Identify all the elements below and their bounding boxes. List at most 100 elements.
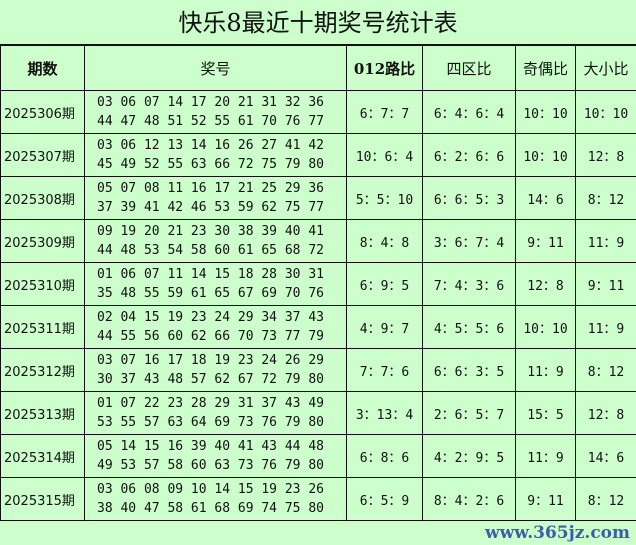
numbers-line-2: 53 55 57 63 64 69 73 76 79 80 [97,413,346,432]
ratio-012-cell: 4：9：7 [347,306,423,349]
header-numbers: 奖号 [85,46,347,91]
period-cell: 2025306期 [1,91,85,134]
zone-ratio-cell: 6：4：6：4 [423,91,516,134]
watermark: www.365jz.com [0,521,636,545]
period-cell: 2025315期 [1,478,85,521]
zone-ratio-cell: 6：2：6：6 [423,134,516,177]
numbers-line-2: 44 47 48 51 52 55 61 70 76 77 [97,112,346,131]
numbers-line-1: 02 04 15 19 23 24 29 34 37 43 [97,308,346,327]
period-cell: 2025313期 [1,392,85,435]
odd-even-cell: 10：10 [516,91,576,134]
ratio-012-cell: 6：9：5 [347,263,423,306]
zone-ratio-cell: 7：4：3：6 [423,263,516,306]
numbers-line-2: 30 37 43 48 57 62 67 72 79 80 [97,370,346,389]
period-cell: 2025314期 [1,435,85,478]
big-small-cell: 9：11 [576,263,636,306]
odd-even-cell: 14：6 [516,177,576,220]
numbers-line-1: 09 19 20 21 23 30 38 39 40 41 [97,222,346,241]
numbers-line-1: 05 07 08 11 16 17 21 25 29 36 [97,179,346,198]
zone-ratio-cell: 2：6：5：7 [423,392,516,435]
zone-ratio-cell: 8：4：2：6 [423,478,516,521]
big-small-cell: 12：8 [576,134,636,177]
big-small-cell: 14：6 [576,435,636,478]
ratio-012-cell: 6：8：6 [347,435,423,478]
ratio-012-cell: 10：6：4 [347,134,423,177]
numbers-line-1: 01 06 07 11 14 15 18 28 30 31 [97,265,346,284]
odd-even-cell: 10：10 [516,134,576,177]
zone-ratio-cell: 3：6：7：4 [423,220,516,263]
numbers-line-1: 03 06 12 13 14 16 26 27 41 42 [97,136,346,155]
zone-ratio-cell: 6：6：3：5 [423,349,516,392]
big-small-cell: 10：10 [576,91,636,134]
odd-even-cell: 15：5 [516,392,576,435]
numbers-line-1: 03 06 08 09 10 14 15 19 23 26 [97,480,346,499]
odd-even-cell: 11：9 [516,435,576,478]
numbers-line-1: 03 07 16 17 18 19 23 24 26 29 [97,351,346,370]
odd-even-cell: 12：8 [516,263,576,306]
ratio-012-cell: 6：7：7 [347,91,423,134]
ratio-012-cell: 6：5：9 [347,478,423,521]
numbers-line-2: 45 49 52 55 63 66 72 75 79 80 [97,155,346,174]
numbers-line-2: 44 55 56 60 62 66 70 73 77 79 [97,327,346,346]
ratio-012-cell: 5：5：10 [347,177,423,220]
header-bigsmall: 大小比 [576,46,636,91]
header-oddeven: 奇偶比 [516,46,576,91]
zone-ratio-cell: 4：2：9：5 [423,435,516,478]
period-cell: 2025308期 [1,177,85,220]
odd-even-cell: 11：9 [516,349,576,392]
numbers-line-2: 35 48 55 59 61 65 67 69 70 76 [97,284,346,303]
odd-even-cell: 10：10 [516,306,576,349]
big-small-cell: 12：8 [576,392,636,435]
page-title: 快乐8最近十期奖号统计表 [0,0,636,46]
ratio-012-cell: 8：4：8 [347,220,423,263]
big-small-cell: 11：9 [576,220,636,263]
zone-ratio-cell: 4：5：5：6 [423,306,516,349]
period-cell: 2025311期 [1,306,85,349]
numbers-line-2: 38 40 47 58 61 68 69 74 75 80 [97,499,346,518]
ratio-012-cell: 3：13：4 [347,392,423,435]
odd-even-cell: 9：11 [516,220,576,263]
big-small-cell: 8：12 [576,177,636,220]
period-cell: 2025312期 [1,349,85,392]
period-cell: 2025310期 [1,263,85,306]
numbers-line-2: 37 39 41 42 46 53 59 62 75 77 [97,198,346,217]
ratio-012-cell: 7：7：6 [347,349,423,392]
header-period: 期数 [1,46,85,91]
numbers-line-1: 03 06 07 14 17 20 21 31 32 36 [97,93,346,112]
numbers-line-2: 44 48 53 54 58 60 61 65 68 72 [97,241,346,260]
odd-even-cell: 9：11 [516,478,576,521]
big-small-cell: 8：12 [576,349,636,392]
header-row: 期数 奖号 012路比 四区比 奇偶比 大小比 [1,46,636,91]
numbers-line-1: 05 14 15 16 39 40 41 43 44 48 [97,437,346,456]
big-small-cell: 8：12 [576,478,636,521]
zone-ratio-cell: 6：6：5：3 [423,177,516,220]
header-012: 012路比 [347,46,423,91]
big-small-cell: 11：9 [576,306,636,349]
header-zone: 四区比 [423,46,516,91]
numbers-line-2: 49 53 57 58 60 63 73 76 79 80 [97,456,346,475]
period-cell: 2025307期 [1,134,85,177]
numbers-line-1: 01 07 22 23 28 29 31 37 43 49 [97,394,346,413]
period-cell: 2025309期 [1,220,85,263]
